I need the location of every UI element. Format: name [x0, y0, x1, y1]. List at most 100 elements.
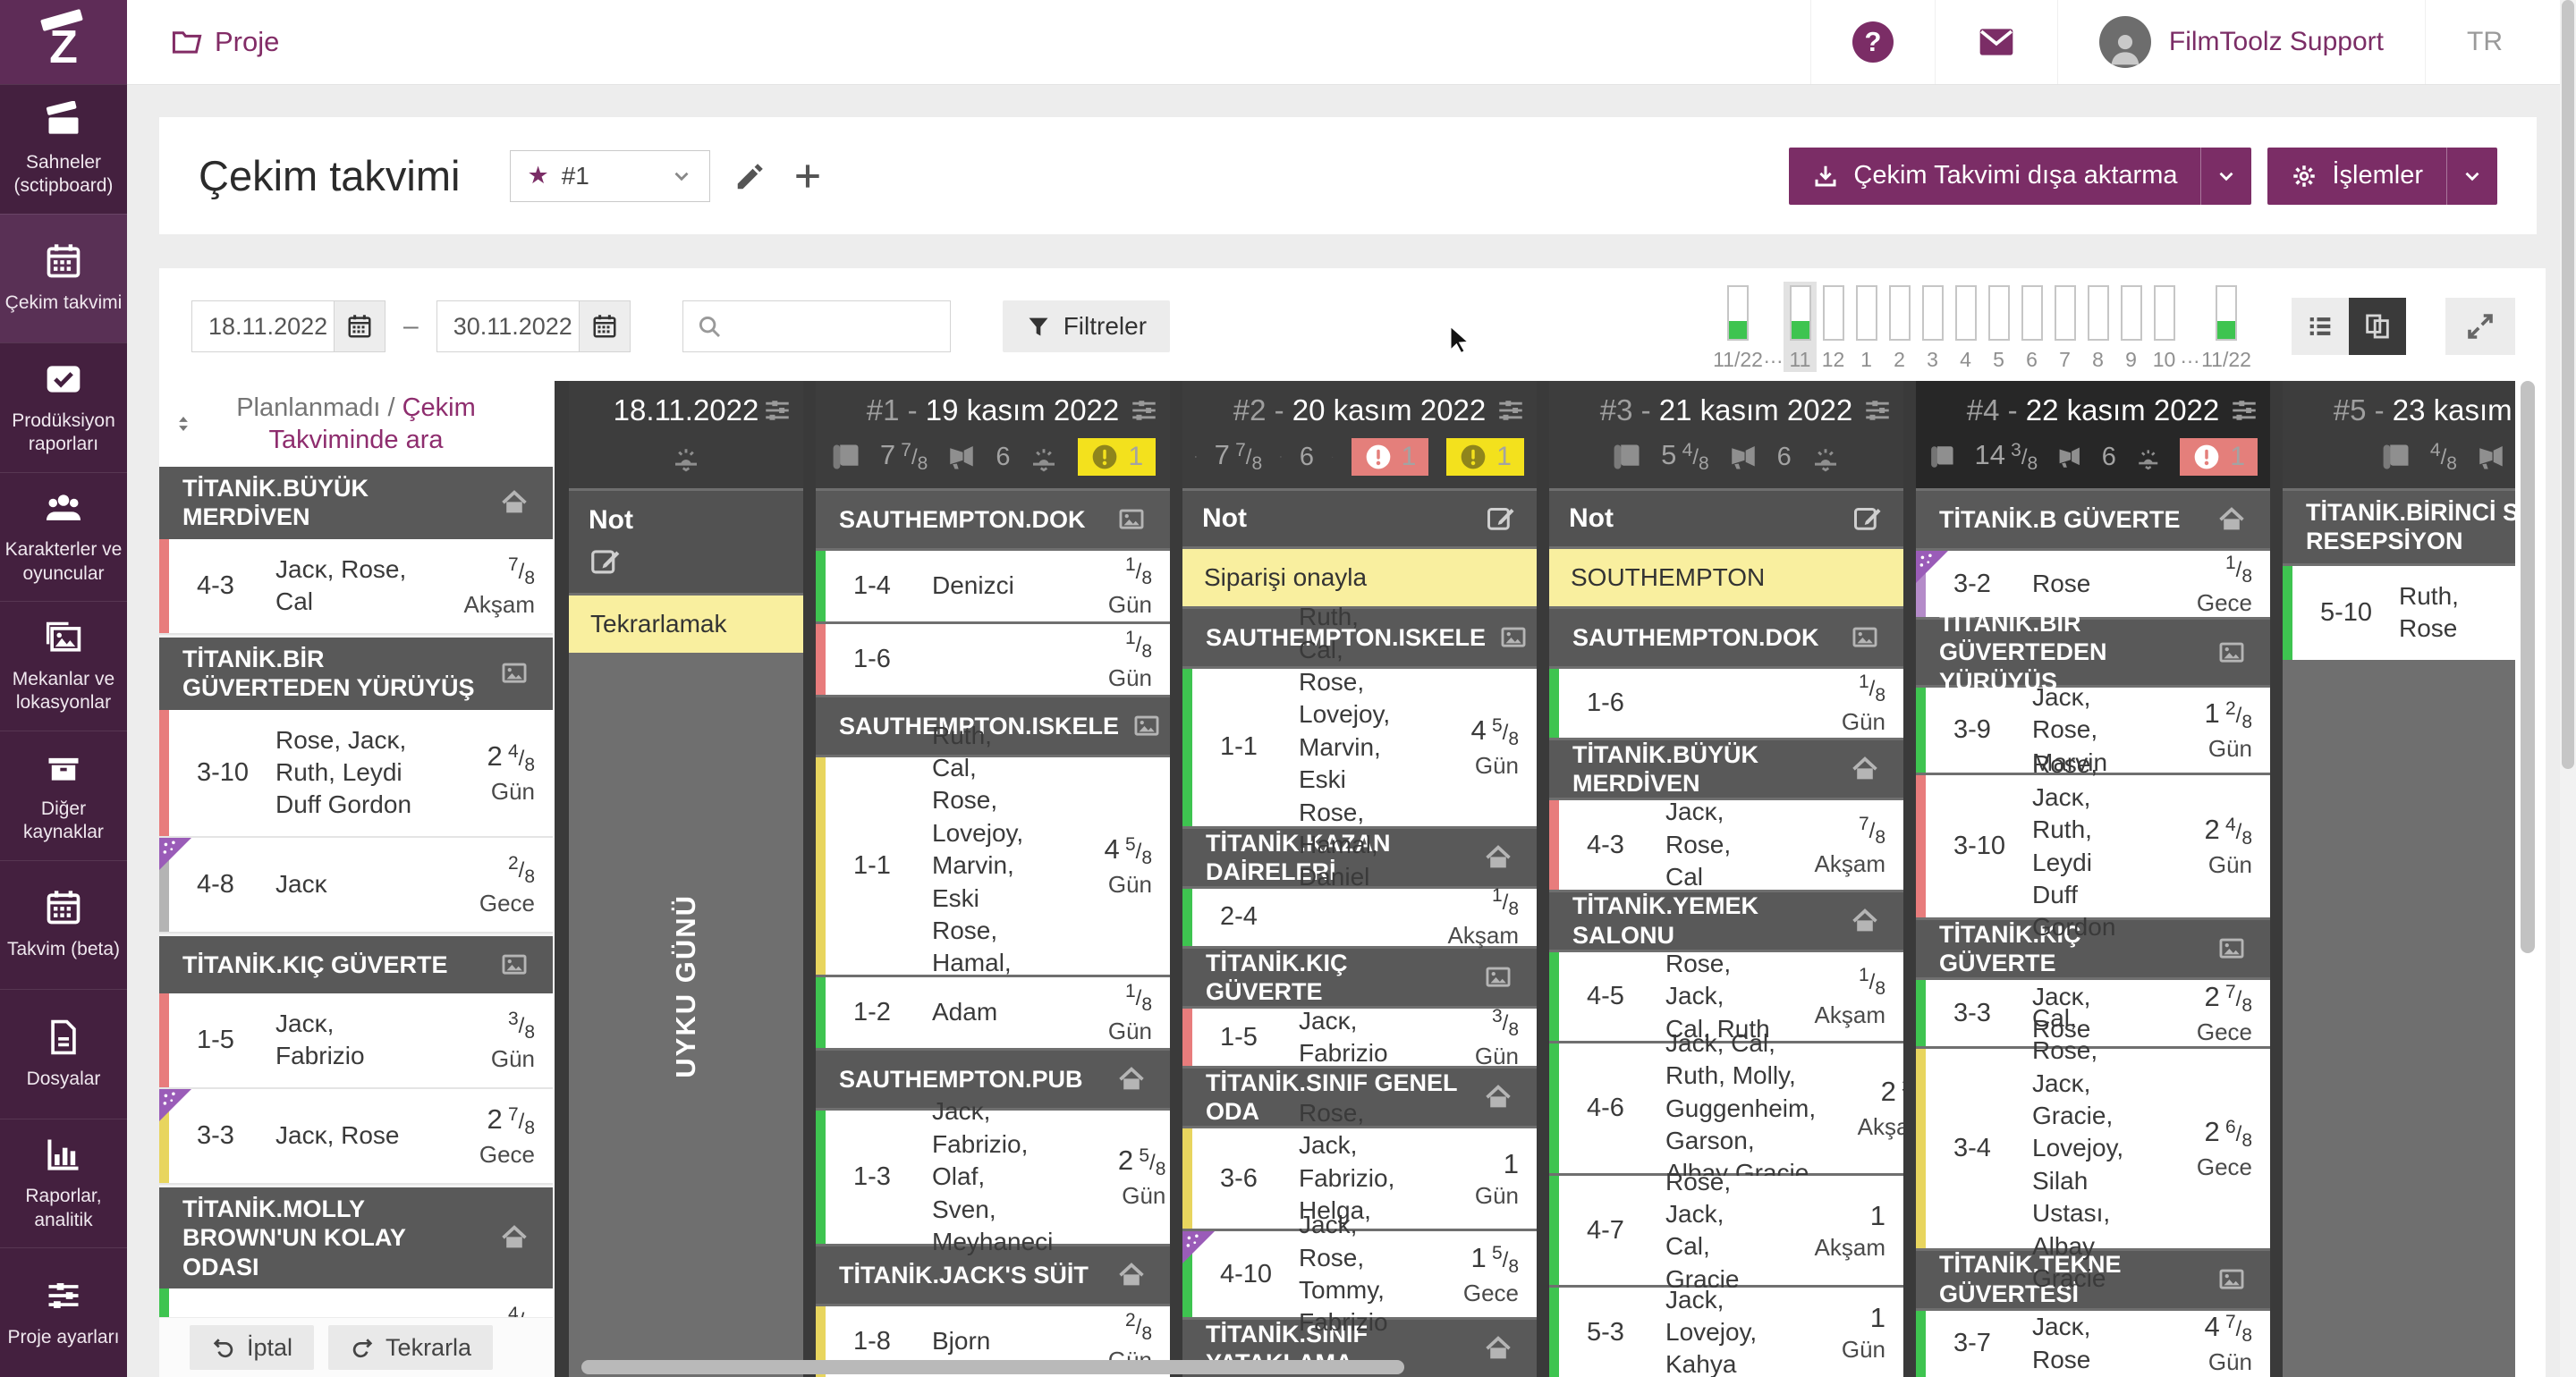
scene-row[interactable]: 2-4 1/8 Akşam — [1182, 885, 1537, 949]
red-warning-badge[interactable]: 1 — [1351, 438, 1429, 476]
sidebar-item-4[interactable]: Karakterler ve oyuncular — [0, 471, 127, 602]
date-to-input[interactable] — [436, 301, 579, 351]
scene-row[interactable]: 3-4 Cal, Rose, Jacĸ, Gracie, Lovejoy, Sil… — [1916, 1004, 2270, 1292]
sidebar-item-1[interactable]: Sahneler (sctipboard) — [0, 84, 127, 214]
actions-button[interactable]: İşlemler — [2267, 147, 2497, 205]
day-note-banner[interactable]: SOUTHEMPTON — [1549, 549, 1903, 606]
date-from-calendar-button[interactable] — [334, 301, 385, 351]
sidebar-item-5[interactable]: Mekanlar ve lokasyonlar — [0, 601, 127, 731]
mini-calendar-cell[interactable]: 10 — [2148, 282, 2181, 372]
date-to-calendar-button[interactable] — [578, 301, 630, 351]
scene-row[interactable]: 1-1 Ruth, Cal, Rose, Lovejoy, Marvin, Esk… — [1182, 603, 1537, 891]
scene-row[interactable]: 5-10 Ruth, Rose — [2283, 565, 2515, 660]
export-dropdown-button[interactable] — [2200, 147, 2251, 205]
scene-row[interactable]: 3-10 Rose, Jacĸ, Ruth, Leydi Duff Gordon 2… — [159, 709, 553, 838]
yellow-warning-badge[interactable]: 1 — [1078, 438, 1157, 476]
undo-button[interactable]: İptal — [190, 1325, 315, 1370]
fullscreen-button[interactable] — [2445, 298, 2515, 355]
search-in-schedule-link[interactable]: Çekim Takviminde ara — [268, 393, 476, 454]
add-schedule-button[interactable] — [791, 159, 825, 193]
horizontal-scrollbar[interactable] — [581, 1360, 1404, 1374]
app-logo[interactable]: Z — [0, 0, 127, 84]
mini-calendar-cell[interactable]: 2 — [1883, 282, 1916, 372]
day-column-header[interactable]: #4 - 22 kasım 2022 14 3/8 6 1 — [1916, 381, 2270, 488]
mini-calendar-cell[interactable]: 3 — [1916, 282, 1949, 372]
note-card[interactable]: Not — [1182, 491, 1537, 546]
sidebar-item-10[interactable]: Proje ayarları — [0, 1247, 127, 1377]
day-note-banner[interactable]: Tekrarlamak — [569, 596, 803, 653]
scene-row[interactable]: 3-10 Rose, Jacĸ, Ruth, Leydi Duff Gordon 2… — [1916, 750, 2270, 941]
list-view-button[interactable] — [2292, 298, 2349, 355]
day-column-header[interactable]: #5 - 23 kasım 2022 4/81 — [2283, 381, 2515, 488]
sidebar-item-6[interactable]: Diğer kaynaklar — [0, 730, 127, 860]
board-vertical-scrollbar[interactable] — [2521, 381, 2535, 953]
breadcrumb[interactable]: Proje — [170, 0, 279, 84]
date-from-input[interactable] — [192, 301, 334, 351]
day-note-banner[interactable]: Siparişi onayla — [1182, 549, 1537, 606]
page-scrollbar-thumb[interactable] — [2562, 0, 2574, 769]
messages-button[interactable] — [1934, 0, 2057, 84]
scene-row[interactable]: 3-3 Jacĸ, Rose 2 7/8 Gece — [1916, 980, 2270, 1047]
mini-calendar-cell[interactable]: 8 — [2081, 282, 2114, 372]
sidebar-item-7[interactable]: Takvim (beta) — [0, 859, 127, 990]
mini-calendar-cell[interactable]: 12 — [1817, 282, 1850, 372]
scene-row[interactable]: 5-3 Jack, Lovejoy, Kahya 1 Gün — [1549, 1286, 1903, 1377]
help-button[interactable]: ? — [1809, 0, 1935, 84]
scene-row[interactable]: 4-5 Rose, Jack, Cal, Ruth 1/8 Akşam — [1549, 950, 1903, 1043]
language-selector[interactable]: TR — [2425, 0, 2544, 84]
mini-calendar-cell[interactable]: 1 — [1850, 282, 1883, 372]
scene-row[interactable]: 4-6 Jack, Cal, Ruth, Molly, Guggenheim, G… — [1549, 1029, 1903, 1187]
schedule-select[interactable]: ★ #1 — [510, 149, 711, 202]
scene-row[interactable]: 3-3 Jacĸ, Rose 2 7/8 Gece — [159, 1088, 553, 1185]
day-column-header[interactable]: 18.11.2022 — [569, 381, 803, 488]
user-menu[interactable]: FilmToolz Support — [2056, 0, 2425, 84]
scene-row[interactable]: 1-2 Adam 1/8 Gün — [816, 976, 1170, 1048]
day-column-header[interactable]: #2 - 20 kasım 2022 7 7/8 6 1 1 — [1182, 381, 1537, 488]
scene-row[interactable]: 1-5 Jacĸ, Fabrizio 3/8 Gün — [159, 993, 553, 1089]
scene-row[interactable]: 4-7 Rose, Jack, Cal, Gracie 1 Akşam — [1549, 1168, 1903, 1293]
scene-row[interactable]: 1-4 Denizci 1/8 Gün — [816, 551, 1170, 621]
day-column-header[interactable]: #3 - 21 kasım 2022 5 4/8 6 — [1549, 381, 1903, 488]
scene-row[interactable]: 3-2 Rose 1/8 Gece — [1916, 551, 2270, 618]
search-input[interactable] — [731, 311, 950, 342]
note-card[interactable]: Not — [569, 491, 803, 593]
mini-calendar-cell[interactable]: 5 — [1982, 282, 2015, 372]
mini-calendar-cell[interactable]: 7 — [2048, 282, 2081, 372]
actions-dropdown-button[interactable] — [2446, 147, 2497, 205]
mini-calendar-cell[interactable]: 11/22 — [1712, 282, 1764, 372]
sidebar-item-2[interactable]: Çekim takvimi — [0, 213, 127, 343]
scene-row[interactable]: 1-6 1/8 Gün — [1549, 669, 1903, 739]
scene-row[interactable]: 3-9 Jacĸ, Rose, Marvin 1 2/8 Gün — [1916, 683, 2270, 776]
mini-calendar-cell[interactable]: 11/22 — [2200, 282, 2252, 372]
scene-row[interactable]: 4-8 Jacĸ 2/8 Gece — [159, 837, 553, 933]
scene-row[interactable]: 3-7 Jacĸ, Rose 4 7/8 Gün — [1916, 1310, 2270, 1377]
note-card[interactable]: Not — [1549, 491, 1903, 546]
scene-row[interactable]: 1-3 Jacĸ, Fabrizio, Olaf, Sven, Meyhaneci… — [816, 1097, 1170, 1255]
sidebar-item-8[interactable]: Dosyalar — [0, 989, 127, 1119]
scene-cast: Ruth, Cal, Rose, Lovejoy, Marvin, Eski R… — [1299, 603, 1391, 891]
scene-row[interactable]: 4-10 Jack, Rose, Tommy, Fabrizio 1 5/8 Gece — [1182, 1211, 1537, 1336]
sort-icon[interactable] — [172, 412, 195, 435]
red-warning-badge[interactable]: 1 — [2180, 438, 2258, 476]
yellow-warning-badge[interactable]: 1 — [1446, 438, 1524, 476]
scene-time-of-day: Gün — [1107, 591, 1152, 618]
scene-row[interactable]: 4-3 Jacĸ, Rose, Cal 7/8 Akşam — [1549, 798, 1903, 891]
mini-calendar-cell[interactable]: 4 — [1949, 282, 1982, 372]
scene-row[interactable]: 1-6 1/8 Gün — [816, 624, 1170, 695]
sidebar-item-3[interactable]: Prodüksiyon raporları — [0, 342, 127, 472]
sidebar-item-9[interactable]: Raporlar, analitik — [0, 1118, 127, 1248]
mini-calendar-cell[interactable]: 9 — [2114, 282, 2148, 372]
mini-calendar-cell[interactable]: 11 — [1784, 281, 1817, 372]
export-button[interactable]: Çekim Takvimi dışa aktarma — [1789, 147, 2252, 205]
filters-button[interactable]: Filtreler — [1002, 300, 1171, 352]
scene-row[interactable]: 1-5 Jacĸ, Fabrizio 3/8 Gün — [1182, 1006, 1537, 1069]
mini-calendar-cell[interactable]: 6 — [2015, 282, 2048, 372]
edit-schedule-button[interactable] — [733, 159, 767, 193]
scene-row[interactable]: 1-1 Ruth, Cal, Rose, Lovejoy, Marvin, Esk… — [816, 722, 1170, 1010]
scene-row[interactable]: 4-3 Jacĸ, Rose, Cal 7/8 Akşam — [159, 538, 553, 635]
day-column-header[interactable]: #1 - 19 kasım 2022 7 7/8 6 1 — [816, 381, 1170, 488]
board-view-button[interactable] — [2349, 298, 2406, 355]
redo-button[interactable]: Tekrarla — [328, 1325, 494, 1370]
